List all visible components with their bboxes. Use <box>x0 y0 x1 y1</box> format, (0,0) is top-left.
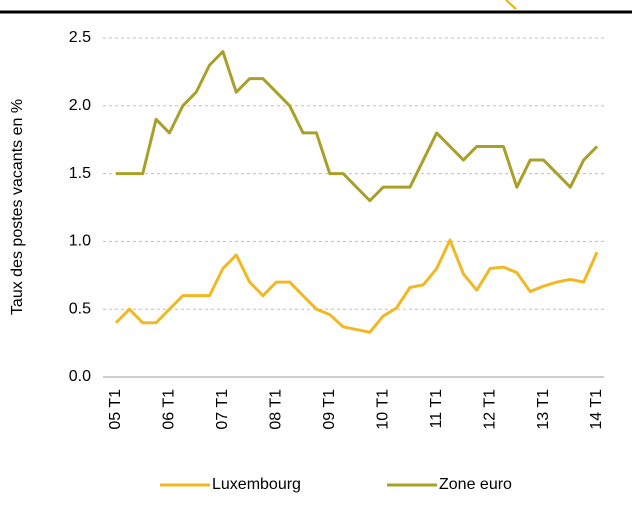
y-axis-label: Taux des postes vacants en % <box>9 99 26 315</box>
line-series <box>114 238 599 334</box>
y-tick-label: 0.5 <box>69 300 91 317</box>
x-tick-label: 07 T1 <box>214 389 231 430</box>
x-tick-label: 10 T1 <box>374 389 391 430</box>
x-tick-label: 12 T1 <box>481 389 498 430</box>
x-tick-label: 09 T1 <box>321 389 338 430</box>
y-tick-label: 1.0 <box>69 233 91 250</box>
line-series <box>116 50 599 203</box>
legend-label: Luxembourg <box>212 476 301 493</box>
decoration <box>505 0 517 10</box>
x-tick-label: 08 T1 <box>268 389 285 430</box>
y-tick-label: 2.5 <box>69 29 91 46</box>
y-tick-label: 0.0 <box>69 368 91 385</box>
y-tick-label: 2.0 <box>69 97 91 114</box>
y-tick-label: 1.5 <box>69 165 91 182</box>
x-tick-label: 13 T1 <box>535 389 552 430</box>
legend-label: Zone euro <box>439 476 512 493</box>
x-tick-label: 06 T1 <box>161 389 178 430</box>
x-tick-label: 11 T1 <box>428 389 445 429</box>
x-tick-label: 14 T1 <box>588 389 605 430</box>
x-tick-label: 05 T1 <box>107 389 124 430</box>
